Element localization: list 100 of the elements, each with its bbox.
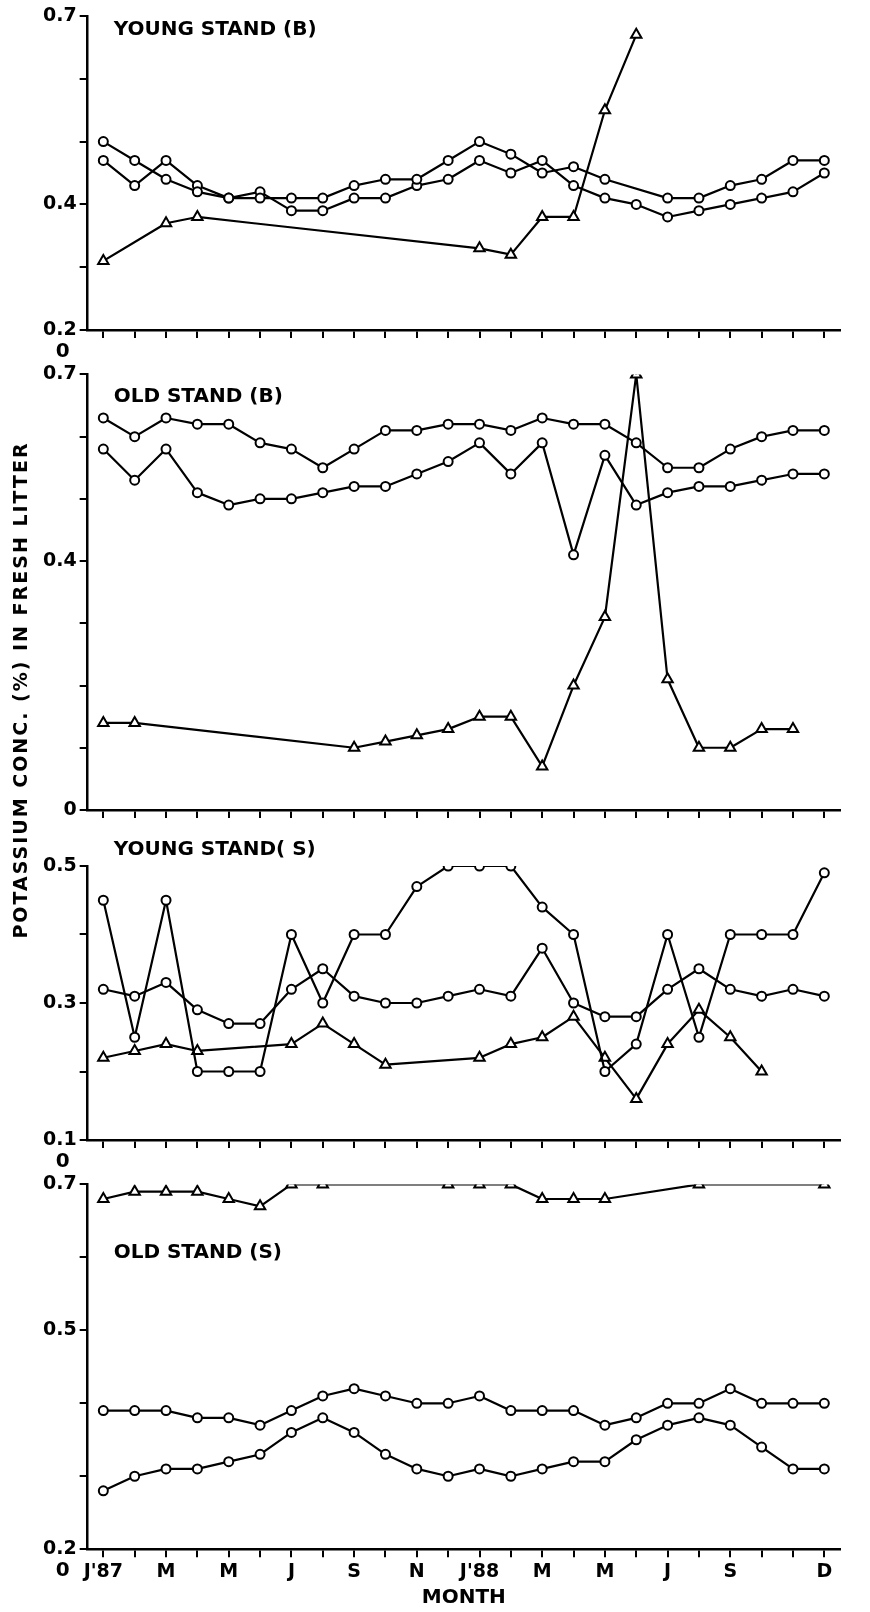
point: [97, 894, 109, 906]
point: [411, 468, 423, 480]
point: [379, 424, 391, 436]
point: [662, 211, 674, 223]
point: [599, 1011, 611, 1023]
point: [128, 1184, 141, 1196]
point: [724, 443, 736, 455]
point: [317, 487, 329, 499]
x-tick-label: M: [595, 1558, 615, 1581]
point: [599, 1066, 611, 1077]
y-tick-label: 0.4: [42, 191, 77, 214]
point: [599, 192, 611, 204]
x-tick-label: J'87: [81, 1558, 123, 1581]
point: [756, 192, 768, 204]
point: [692, 740, 706, 752]
point: [567, 1009, 580, 1021]
point: [97, 983, 109, 995]
point: [317, 997, 329, 1009]
point: [599, 1456, 611, 1468]
chart-title: YOUNG STAND( S): [112, 836, 316, 861]
point: [630, 1038, 642, 1050]
point: [348, 480, 360, 492]
point: [223, 1412, 235, 1424]
point: [756, 1441, 768, 1453]
point: [693, 1412, 705, 1424]
point: [693, 1397, 705, 1409]
x-tick-label: J'88: [457, 1558, 500, 1581]
point: [348, 1426, 360, 1438]
point: [568, 549, 580, 561]
point: [160, 443, 172, 455]
point: [787, 186, 799, 198]
point: [567, 209, 580, 221]
point: [818, 154, 830, 166]
point: [724, 480, 736, 492]
point: [474, 983, 485, 995]
point: [693, 192, 705, 204]
point: [662, 1419, 674, 1431]
point: [97, 136, 109, 148]
point: [442, 173, 454, 185]
point: [129, 474, 141, 486]
point: [191, 1184, 204, 1196]
point: [756, 929, 768, 940]
point: [818, 167, 830, 179]
point: [285, 929, 297, 940]
y-tick-label: 0.7: [42, 2, 77, 25]
point: [97, 443, 109, 455]
point: [536, 412, 548, 424]
point: [411, 1463, 423, 1475]
point: [536, 1405, 548, 1417]
point: [630, 499, 642, 511]
point: [348, 929, 360, 940]
point: [442, 154, 454, 166]
point: [441, 722, 455, 734]
point: [191, 1004, 203, 1016]
point: [379, 192, 391, 204]
point: [97, 253, 110, 265]
point: [191, 1066, 203, 1077]
point: [254, 1419, 266, 1431]
point: [97, 1050, 110, 1062]
point: [379, 173, 391, 185]
point: [379, 1448, 391, 1460]
point: [599, 418, 611, 430]
point: [473, 1050, 486, 1062]
point: [191, 418, 203, 430]
point: [693, 205, 705, 217]
point: [474, 1463, 485, 1475]
point: [536, 1463, 548, 1475]
point: [786, 722, 800, 734]
point: [317, 963, 329, 975]
y-tick-label: 0.7: [42, 1171, 77, 1194]
point: [599, 1419, 611, 1431]
point: [285, 493, 297, 505]
y-tick-label: 0: [63, 796, 77, 819]
point: [818, 1397, 830, 1409]
point: [693, 480, 705, 492]
point: [317, 462, 329, 474]
point: [755, 722, 768, 734]
point: [411, 997, 423, 1009]
point: [536, 209, 549, 221]
point: [568, 1456, 580, 1468]
x-tick-label: S: [347, 1558, 361, 1581]
point: [129, 1031, 141, 1043]
point: [536, 167, 548, 179]
point: [97, 715, 110, 727]
point: [599, 173, 611, 185]
point: [505, 990, 517, 1002]
y-tick-label: 0.2: [42, 316, 77, 339]
point: [818, 867, 830, 879]
point: [724, 180, 736, 192]
point: [724, 198, 736, 210]
point: [693, 1031, 705, 1043]
point: [787, 424, 799, 436]
point: [348, 990, 360, 1002]
point: [787, 983, 799, 995]
point: [662, 192, 674, 204]
y-tick-label: 0.4: [42, 548, 77, 571]
point: [755, 1064, 768, 1076]
point: [442, 990, 454, 1002]
point: [411, 173, 423, 185]
point: [724, 1030, 737, 1042]
